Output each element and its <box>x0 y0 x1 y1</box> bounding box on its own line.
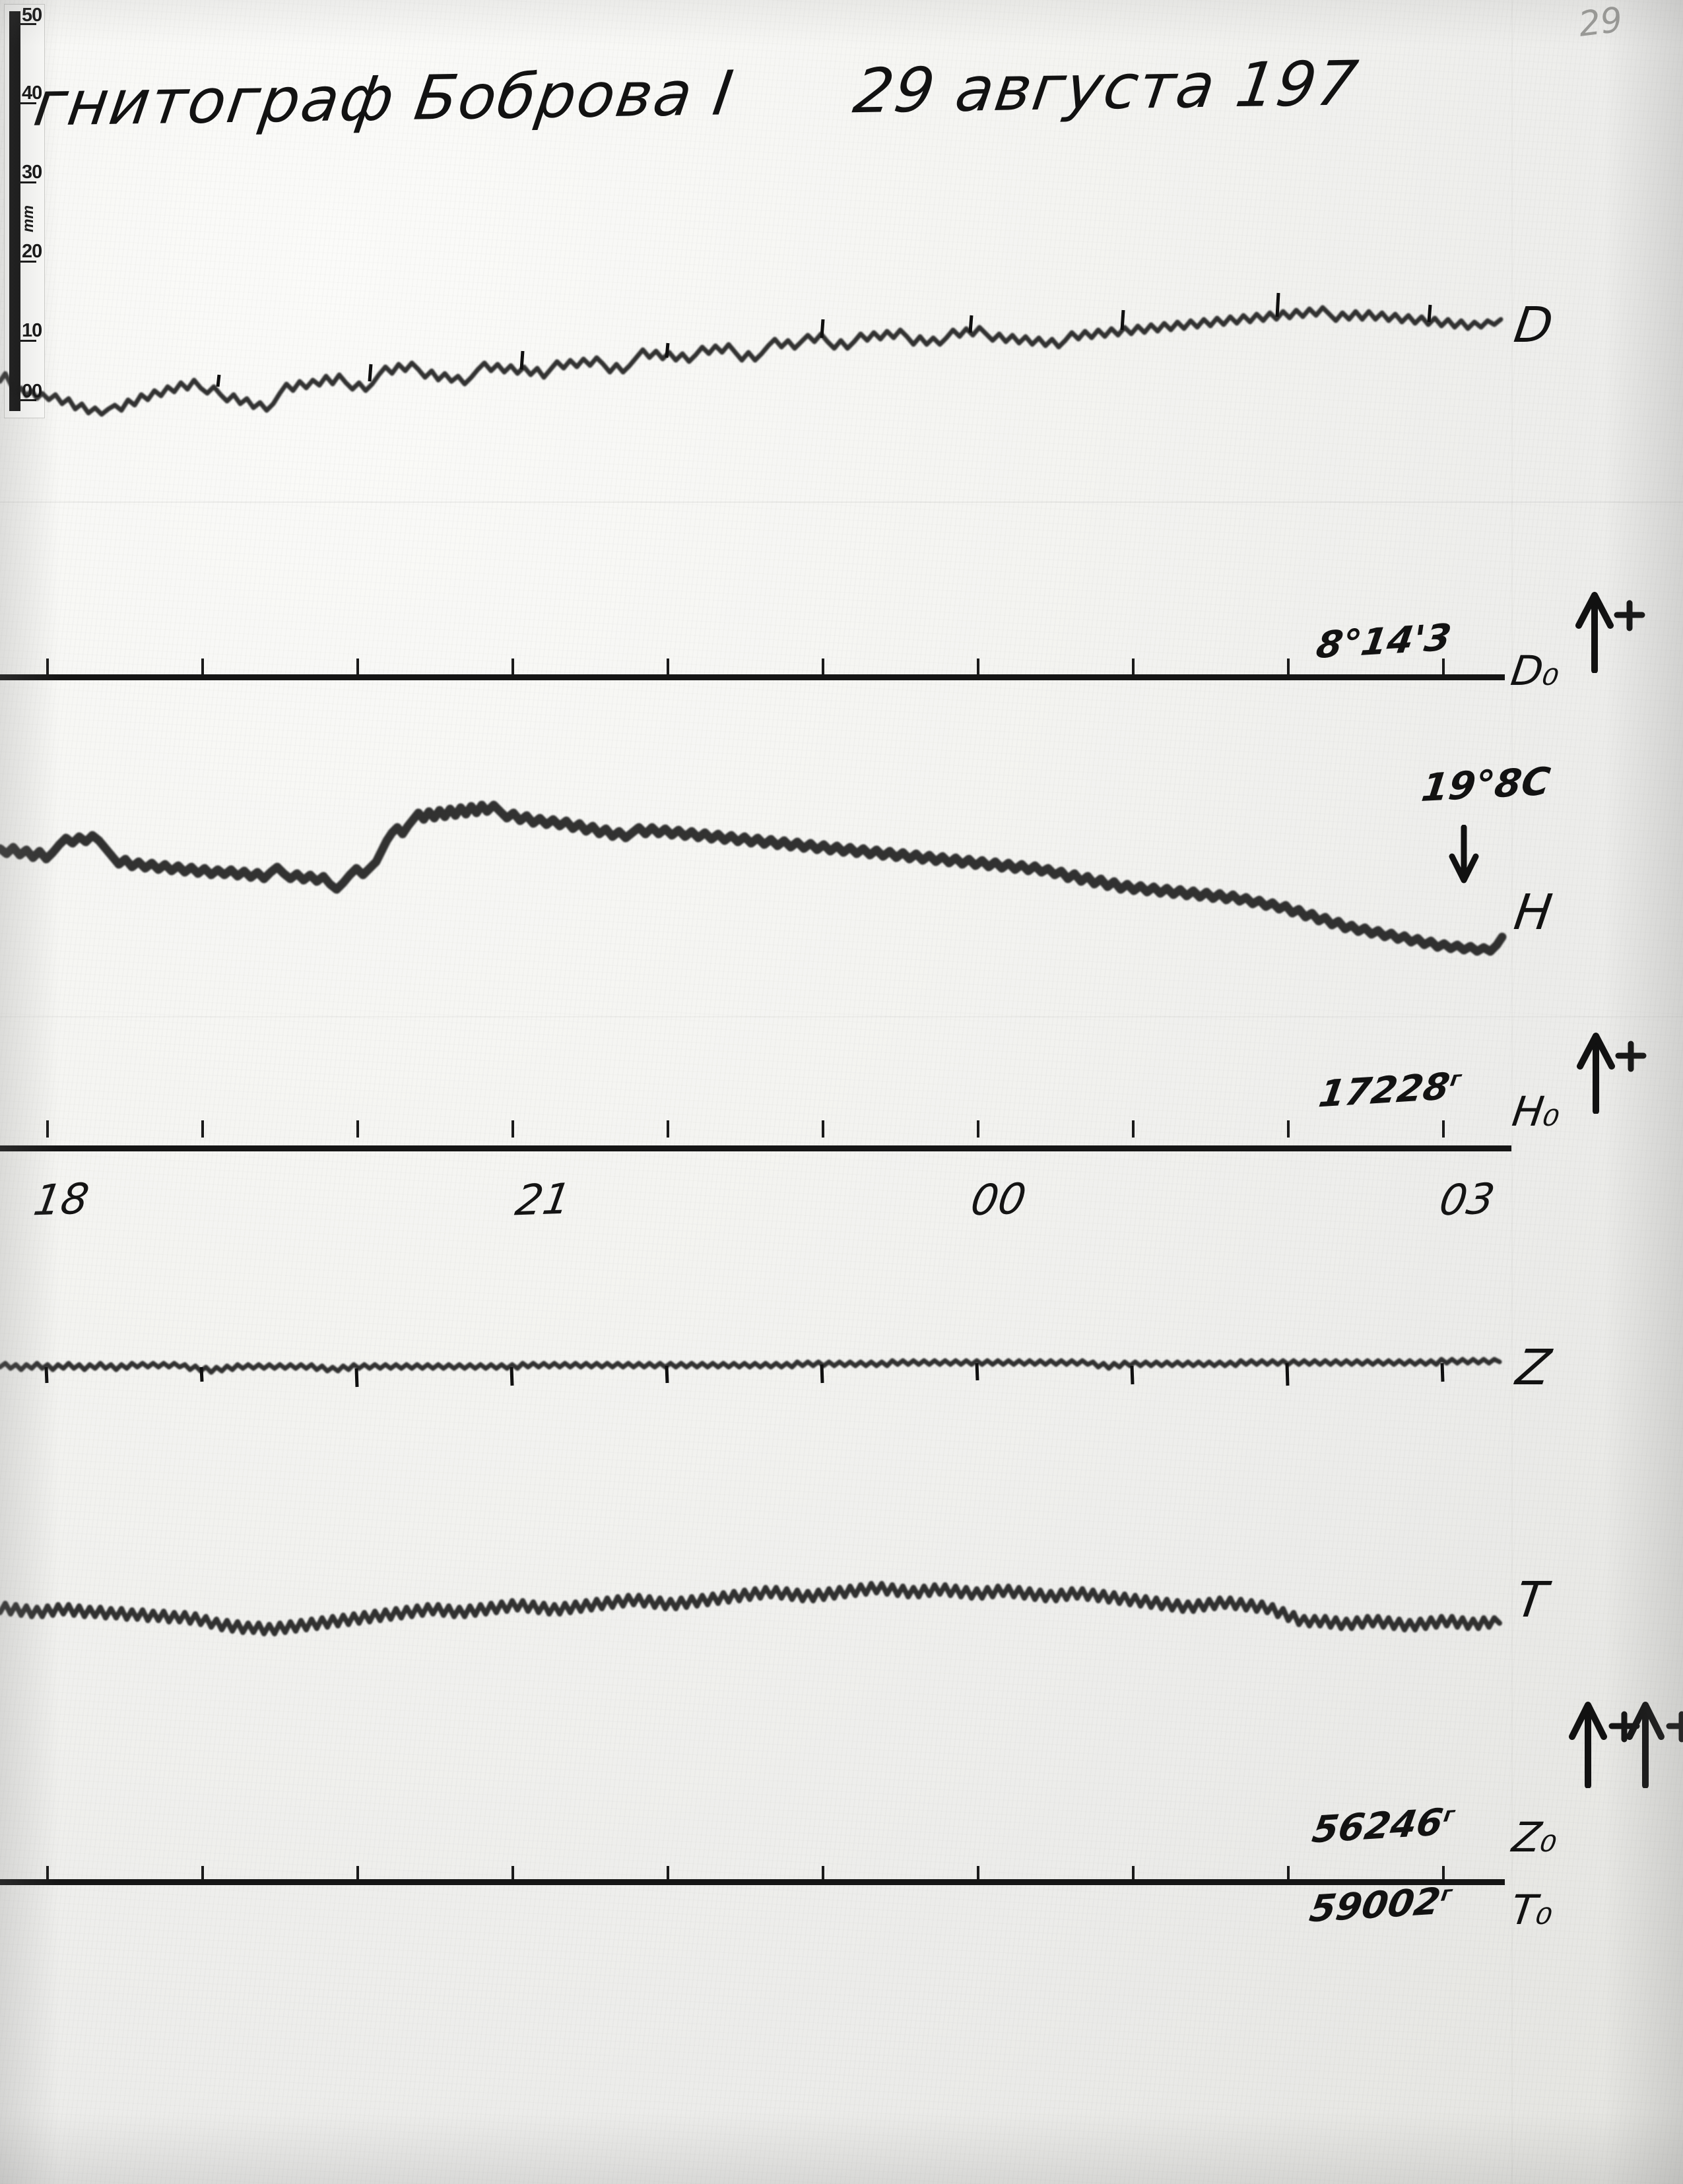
temperature-down-arrow-icon <box>1449 825 1479 883</box>
scale-label-10: 10 <box>22 320 42 341</box>
polarity-arrow-T0 <box>1626 1702 1683 1788</box>
trace-label-D: D <box>1510 297 1557 354</box>
baseline-label-T0: T₀ <box>1507 1886 1556 1934</box>
trace-T-path <box>0 1581 1502 1636</box>
trace-T-svg <box>0 1581 1502 1636</box>
trace-H-svg <box>0 800 1507 956</box>
paper-crease-2 <box>0 1016 1683 1017</box>
trace-Z-path <box>0 1357 1502 1375</box>
time-label-03: 03 <box>1436 1174 1498 1226</box>
tick-row-H0 <box>0 1120 1511 1138</box>
baseline-value-Z0: 56246г <box>1309 1801 1457 1852</box>
page-number: 29 <box>1576 0 1625 45</box>
trace-D-minute-marks <box>216 292 1432 387</box>
polarity-arrow-D0 <box>1575 592 1645 673</box>
page-title: гнитограф Боброва I 29 августа 197 <box>30 48 1363 139</box>
trace-Z <box>0 1326 1511 1405</box>
time-label-21: 21 <box>512 1174 574 1226</box>
baseline-label-H0: H₀ <box>1509 1087 1564 1136</box>
title-instrument: гнитограф Боброва I <box>29 57 739 140</box>
baseline-D0 <box>0 674 1505 680</box>
time-label-18: 18 <box>30 1174 92 1226</box>
trace-label-Z: Z <box>1512 1339 1554 1396</box>
trace-Z-minute-marks <box>44 1363 1445 1388</box>
scale-tick-00 <box>20 399 36 401</box>
tick-row-D0 <box>0 658 1511 676</box>
trace-label-H: H <box>1510 884 1556 941</box>
scale-label-40: 40 <box>22 82 42 104</box>
scale-label-50: 50 <box>22 5 42 26</box>
baseline-label-Z0: Z₀ <box>1509 1813 1561 1861</box>
baseline-label-D0: D₀ <box>1507 647 1563 695</box>
trace-label-T: T <box>1512 1572 1551 1628</box>
title-date: 29 августа 197 <box>849 48 1364 127</box>
baseline-H0 <box>0 1145 1511 1151</box>
scale-tick-50 <box>20 23 36 25</box>
tick-row-Z0T0 <box>0 1866 1511 1883</box>
trace-D-path <box>0 305 1503 417</box>
scale-tick-40 <box>20 102 36 104</box>
trace-Z-svg <box>0 1357 1502 1388</box>
scale-tick-20 <box>20 261 36 263</box>
baseline-value-T0: 59002г <box>1307 1880 1454 1931</box>
trace-D-svg <box>0 292 1503 417</box>
baseline-value-H0-text: 17228 <box>1315 1065 1453 1116</box>
polarity-arrow-Z0 <box>1569 1702 1640 1788</box>
trace-T <box>0 1557 1511 1663</box>
scale-rail <box>9 11 20 411</box>
polarity-arrow-H0 <box>1577 1033 1647 1114</box>
baseline-value-T0-text: 59002 <box>1306 1880 1443 1931</box>
baseline-Z0-T0 <box>0 1879 1505 1885</box>
trace-H <box>0 772 1511 957</box>
time-label-00: 00 <box>967 1174 1030 1226</box>
scale-tick-10 <box>20 340 36 342</box>
scale-unit-label: mm <box>19 205 36 232</box>
trace-H-path <box>0 800 1507 956</box>
baseline-value-Z0-text: 56246 <box>1309 1801 1446 1852</box>
baseline-value-H0: 17228г <box>1316 1065 1463 1116</box>
scale-tick-30 <box>20 181 36 183</box>
trace-D <box>0 264 1511 462</box>
scale-label-20: 20 <box>22 241 42 262</box>
millimeter-scale-bar: 50 40 30 20 10 00 mm <box>4 4 45 418</box>
paper-crease-1 <box>0 501 1683 503</box>
scale-label-30: 30 <box>22 162 42 183</box>
